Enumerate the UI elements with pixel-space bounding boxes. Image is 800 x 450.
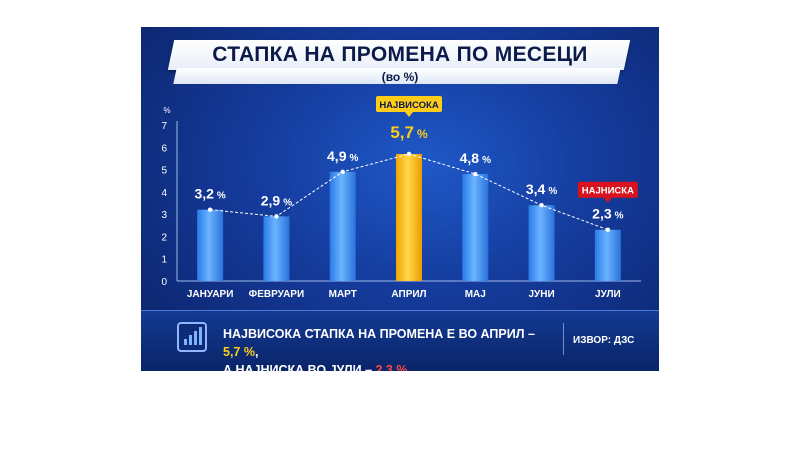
min-badge-pointer — [603, 197, 612, 203]
chart-subtitle: (во %) — [381, 70, 419, 84]
value-label: 4,8% — [460, 150, 491, 166]
value-label: 2,9% — [261, 192, 292, 208]
bar-chart: 0 1 2 3 4 5 6 7% ЈАНУАРИ ФЕВРУАРИ МАРТ АПРИЛ МАЈ ЈУНИ… — [161, 95, 641, 300]
footer-min-value: 2,3 % — [375, 363, 408, 371]
value-label: 3,4% — [526, 181, 557, 197]
x-tick-label: МАРТ — [329, 289, 357, 300]
max-badge-pointer — [405, 111, 413, 117]
value-label: 4,9% — [327, 148, 358, 164]
y-tick-label: 2 — [161, 232, 167, 243]
footer-text-part4: . — [407, 363, 411, 371]
y-tick-label: 0 — [161, 277, 167, 288]
y-tick-label: 6 — [161, 143, 167, 154]
x-tick-label: ЈУЛИ — [595, 289, 621, 300]
y-tick-label: 3 — [161, 210, 167, 221]
footer-bar: НАЈВИСОКА СТАПКА НА ПРОМЕНА Е ВО АПРИЛ –… — [141, 310, 659, 371]
bar-chart-icon — [177, 322, 207, 352]
footer-summary: НАЈВИСОКА СТАПКА НА ПРОМЕНА Е ВО АПРИЛ –… — [223, 325, 553, 371]
x-tick-label: ФЕВРУАРИ — [249, 289, 305, 300]
y-tick-label: 5 — [161, 166, 167, 177]
bar — [197, 209, 224, 281]
data-point — [605, 227, 611, 232]
y-tick-label: 7 — [161, 121, 167, 132]
chart-panel: СТАПКА НА ПРОМЕНА ПО МЕСЕЦИ (во %) 0 1 2 3 4… — [141, 27, 659, 371]
footer-text-part3: А НАЈНИСКА ВО ЈУЛИ – — [223, 363, 376, 371]
y-tick-label: 4 — [161, 188, 167, 199]
min-badge-bg — [577, 181, 638, 198]
x-tick-label: ЈАНУАРИ — [187, 289, 234, 300]
bar — [329, 171, 356, 281]
y-tick-label: 1 — [161, 255, 167, 266]
source-label: ИЗВОР: ДЗС — [573, 335, 635, 346]
footer-text-part1: НАЈВИСОКА СТАПКА НА ПРОМЕНА Е ВО АПРИЛ – — [223, 327, 535, 341]
x-tick-label: ЈУНИ — [528, 289, 554, 300]
value-label: 5,7% — [390, 123, 428, 142]
data-point — [340, 169, 345, 174]
max-badge-bg — [376, 95, 442, 112]
max-badge: НАЈВИСОКА — [379, 100, 439, 111]
data-point — [473, 171, 478, 177]
bar — [594, 229, 621, 281]
footer-max-value: 5,7 % — [223, 345, 255, 359]
footer-separator — [563, 323, 564, 355]
x-tick-label: АПРИЛ — [391, 289, 426, 300]
chart-title: СТАПКА НА ПРОМЕНА ПО МЕСЕЦИ — [212, 43, 588, 66]
bar — [263, 216, 290, 281]
y-axis-unit-label: % — [163, 106, 170, 115]
data-point — [207, 207, 213, 212]
footer-text-part2: , — [254, 345, 259, 359]
data-point — [274, 214, 279, 219]
value-label: 2,3% — [592, 206, 623, 222]
bar — [396, 153, 422, 281]
value-label: 3,2% — [194, 186, 225, 202]
bar — [528, 205, 555, 281]
bar — [462, 174, 489, 281]
data-point — [539, 203, 544, 208]
min-badge: НАЈНИСКА — [582, 186, 634, 197]
data-point — [406, 151, 412, 157]
x-tick-label: МАЈ — [465, 289, 486, 300]
